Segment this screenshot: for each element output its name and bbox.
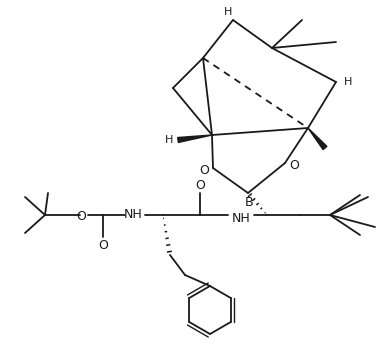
Polygon shape [308,128,327,150]
Text: H: H [224,7,232,17]
Text: H: H [344,77,352,87]
Text: H: H [165,135,173,145]
Text: O: O [289,159,299,171]
Text: NH: NH [124,208,142,221]
Polygon shape [178,135,212,142]
Text: NH: NH [232,212,250,224]
Text: B: B [245,195,253,208]
Text: O: O [195,179,205,192]
Text: O: O [76,209,86,223]
Text: O: O [199,164,209,176]
Text: O: O [98,238,108,252]
